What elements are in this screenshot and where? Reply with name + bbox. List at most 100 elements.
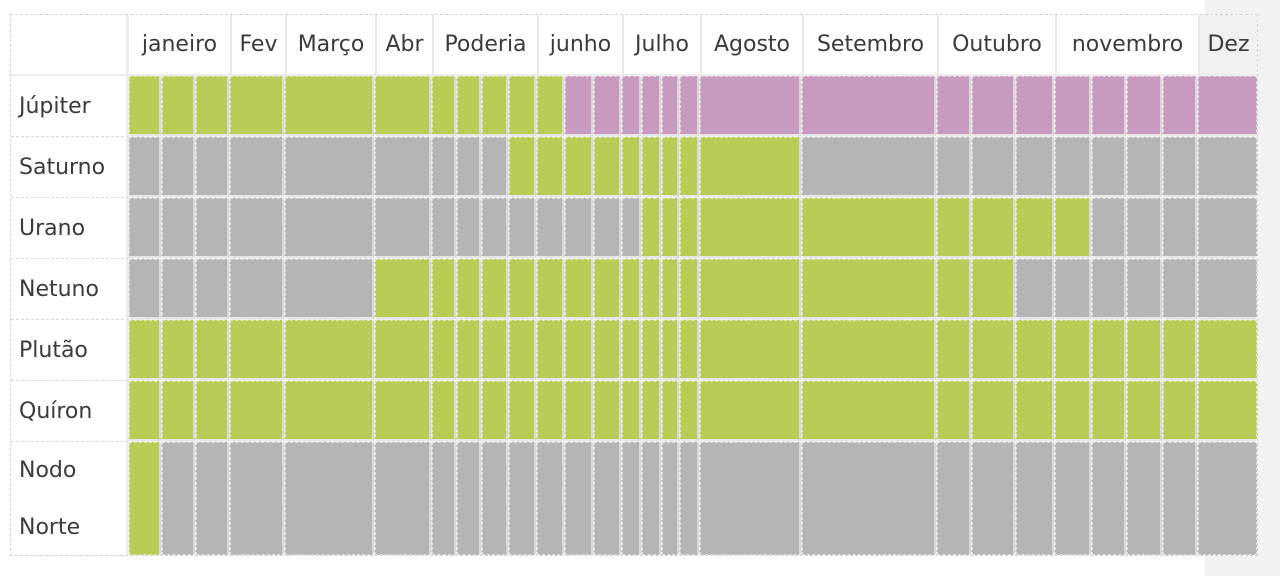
- timeline-cell: [1198, 137, 1257, 198]
- timeline-cell: [802, 76, 937, 137]
- timeline-cell: [1127, 442, 1163, 555]
- timeline-cell: [457, 76, 482, 137]
- timeline-cell: [1198, 76, 1257, 137]
- timeline-cell: [196, 442, 230, 555]
- timeline-cell: [642, 442, 662, 555]
- timeline-cell: [1055, 198, 1092, 259]
- timeline-cell: [680, 76, 700, 137]
- timeline-cell: [285, 259, 375, 320]
- timeline-cell: [642, 198, 662, 259]
- timeline-cell: [642, 259, 662, 320]
- timeline-cell: [537, 259, 565, 320]
- timeline-cell: [432, 76, 457, 137]
- timeline-cell: [700, 76, 802, 137]
- timeline-cell: [482, 381, 509, 442]
- timeline-cell: [594, 137, 622, 198]
- timeline-cell: [937, 76, 972, 137]
- timeline-cell: [1127, 137, 1163, 198]
- timeline-cell: [375, 137, 432, 198]
- timeline-cell: [285, 198, 375, 259]
- month-header: Março: [285, 15, 375, 76]
- timeline-cell: [537, 442, 565, 555]
- timeline-cell: [680, 442, 700, 555]
- timeline-cell: [129, 137, 162, 198]
- timeline-cell: [1055, 320, 1092, 381]
- timeline-cell: [196, 198, 230, 259]
- timeline-cell: [1092, 442, 1127, 555]
- month-header: junho: [537, 15, 622, 76]
- timeline-cell: [230, 198, 285, 259]
- timeline-cell: [802, 320, 937, 381]
- timeline-cell: [1016, 442, 1055, 555]
- timeline-cell: [937, 259, 972, 320]
- timeline-cell: [375, 381, 432, 442]
- timeline-cell: [129, 259, 162, 320]
- timeline-cell: [432, 137, 457, 198]
- timeline-cell: [230, 137, 285, 198]
- month-header: Setembro: [802, 15, 937, 76]
- timeline-cell: [565, 320, 594, 381]
- timeline-cell: [642, 137, 662, 198]
- timeline-cell: [937, 381, 972, 442]
- timeline-cell: [537, 76, 565, 137]
- timeline-cell: [432, 320, 457, 381]
- timeline-cell: [622, 381, 642, 442]
- timeline-cell: [1092, 381, 1127, 442]
- timeline-cell: [1055, 442, 1092, 555]
- timeline-cell: [802, 198, 937, 259]
- timeline-cell: [802, 259, 937, 320]
- timeline-cell: [680, 320, 700, 381]
- timeline-cell: [662, 320, 680, 381]
- timeline-cell: [162, 76, 196, 137]
- timeline-cell: [680, 259, 700, 320]
- timeline-cell: [1092, 137, 1127, 198]
- timeline-cell: [1092, 259, 1127, 320]
- timeline-cell: [162, 381, 196, 442]
- timeline-cell: [622, 137, 642, 198]
- timeline-cell: [162, 320, 196, 381]
- timeline-cell: [509, 320, 537, 381]
- timeline-cell: [1198, 381, 1257, 442]
- timeline-cell: [700, 320, 802, 381]
- timeline-cell: [662, 76, 680, 137]
- timeline-cell: [432, 198, 457, 259]
- row-label: Nodo Norte: [11, 442, 129, 555]
- timeline-cell: [1127, 259, 1163, 320]
- timeline-cell: [1198, 320, 1257, 381]
- timeline-cell: [802, 137, 937, 198]
- timeline-cell: [129, 320, 162, 381]
- timeline-grid: janeiro Fev Março Abr Poderia junho Julho Agost…: [11, 15, 1257, 555]
- timeline-cell: [509, 137, 537, 198]
- timeline-cell: [129, 76, 162, 137]
- timeline-cell: [457, 320, 482, 381]
- timeline-cell: [1163, 198, 1198, 259]
- timeline-cell: [162, 442, 196, 555]
- timeline-cell: [680, 137, 700, 198]
- timeline-cell: [432, 259, 457, 320]
- timeline-cell: [972, 381, 1016, 442]
- timeline-cell: [129, 442, 162, 555]
- timeline-cell: [594, 442, 622, 555]
- month-header: Fev: [230, 15, 285, 76]
- timeline-cell: [1016, 198, 1055, 259]
- timeline-cell: [375, 442, 432, 555]
- timeline-cell: [457, 198, 482, 259]
- timeline-cell: [937, 442, 972, 555]
- timeline-cell: [457, 137, 482, 198]
- timeline-cell: [230, 76, 285, 137]
- timeline-cell: [622, 442, 642, 555]
- timeline-cell: [375, 198, 432, 259]
- timeline-cell: [565, 381, 594, 442]
- timeline-cell: [1163, 442, 1198, 555]
- timeline-cell: [196, 381, 230, 442]
- timeline-cell: [594, 76, 622, 137]
- timeline-cell: [457, 442, 482, 555]
- timeline-cell: [1092, 198, 1127, 259]
- timeline-cell: [565, 137, 594, 198]
- month-header: Abr: [375, 15, 432, 76]
- timeline-cell: [1163, 259, 1198, 320]
- timeline-cell: [509, 442, 537, 555]
- timeline-cell: [1016, 381, 1055, 442]
- month-header: novembro: [1055, 15, 1198, 76]
